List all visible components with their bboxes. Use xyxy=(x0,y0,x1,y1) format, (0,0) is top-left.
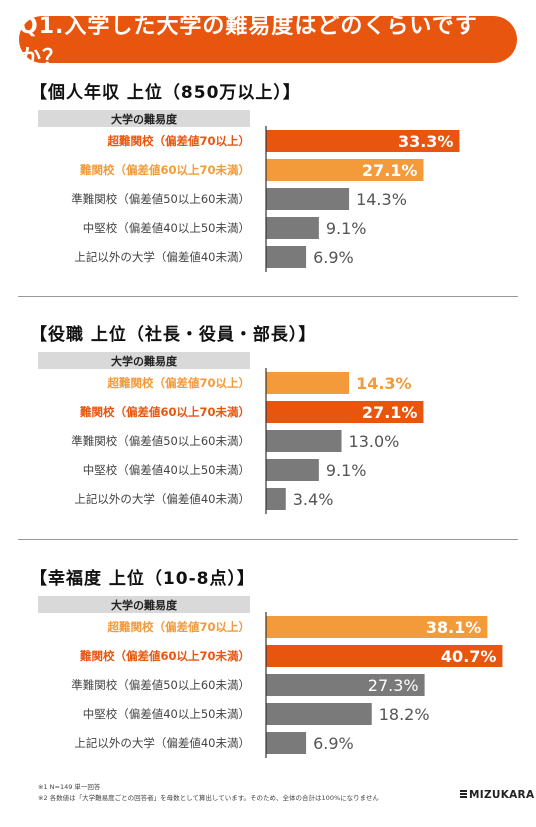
bar xyxy=(266,703,372,725)
value-label: 3.4% xyxy=(293,490,334,509)
category-label: 準難関校（偏差値50以上60未満） xyxy=(71,192,250,206)
section-divider xyxy=(18,296,518,297)
category-label: 上記以外の大学（偏差値40未満） xyxy=(74,492,250,506)
category-label: 超難関校（偏差値70以上） xyxy=(106,134,250,148)
category-header: 大学の難易度 xyxy=(38,596,250,613)
category-label: 上記以外の大学（偏差値40未満） xyxy=(74,736,250,750)
value-label: 27.1% xyxy=(362,161,418,180)
brand-logo: MIZUKARA xyxy=(460,789,534,801)
value-label: 40.7% xyxy=(441,647,497,666)
value-label: 27.1% xyxy=(362,403,418,422)
footnotes: ※1 N=149 単一回答 ※2 各数値は「大学難易度ごとの回答者」を母数として… xyxy=(38,782,379,804)
category-label: 難関校（偏差値60以上70未満） xyxy=(80,405,250,419)
category-label: 中堅校（偏差値40以上50未満） xyxy=(83,707,250,721)
bar xyxy=(266,159,424,181)
bar xyxy=(266,372,350,394)
value-label: 6.9% xyxy=(313,248,354,267)
value-label: 33.3% xyxy=(398,132,454,151)
category-label: 超難関校（偏差値70以上） xyxy=(106,376,250,390)
chart-title: 【幸福度 上位（10-8点）】 xyxy=(30,569,255,589)
value-label: 9.1% xyxy=(326,219,367,238)
bar xyxy=(266,188,350,210)
value-label: 6.9% xyxy=(313,734,354,753)
value-label: 27.3% xyxy=(368,676,419,695)
category-label: 難関校（偏差値60以上70未満） xyxy=(80,649,250,663)
logo-text: MIZUKARA xyxy=(469,789,535,801)
bar xyxy=(266,616,488,638)
chart-title: 【個人年収 上位（850万以上）】 xyxy=(30,83,301,103)
category-header: 大学の難易度 xyxy=(38,110,250,127)
chart-title: 【役職 上位（社長・役員・部長）】 xyxy=(30,325,317,345)
value-label: 13.0% xyxy=(349,432,400,451)
value-label: 18.2% xyxy=(379,705,430,724)
bar xyxy=(266,401,424,423)
footnote-1: ※1 N=149 単一回答 xyxy=(38,783,101,791)
bar xyxy=(266,430,342,452)
bar-chart-happiness: 超難関校（偏差値70以上） 38.1% 難関校（偏差値60以上70未満） 40.7% 準… xyxy=(71,612,503,758)
value-label: 9.1% xyxy=(326,461,367,480)
page-title: Q1.入学した大学の難易度はどのくらいですか？ xyxy=(19,14,517,71)
bar xyxy=(266,246,307,268)
category-label: 中堅校（偏差値40以上50未満） xyxy=(83,221,250,235)
bar-chart-position: 超難関校（偏差値70以上） 14.3% 難関校（偏差値60以上70未満） 27.1% 準… xyxy=(71,368,424,514)
value-label: 14.3% xyxy=(356,374,412,393)
category-label: 上記以外の大学（偏差値40未満） xyxy=(74,250,250,264)
bar xyxy=(266,130,460,152)
category-label: 準難関校（偏差値50以上60未満） xyxy=(71,678,250,692)
value-label: 14.3% xyxy=(356,190,407,209)
bar xyxy=(266,645,503,667)
bar xyxy=(266,732,307,754)
logo-icon xyxy=(460,789,467,801)
value-label: 38.1% xyxy=(426,618,482,637)
section-divider xyxy=(18,539,518,540)
bar xyxy=(266,217,319,239)
footnote-2: ※2 各数値は「大学難易度ごとの回答者」を母数として算出しています。そのため、全… xyxy=(38,794,379,802)
category-label: 中堅校（偏差値40以上50未満） xyxy=(83,463,250,477)
category-label: 準難関校（偏差値50以上60未満） xyxy=(71,434,250,448)
bar xyxy=(266,459,319,481)
bar xyxy=(266,488,286,510)
category-header: 大学の難易度 xyxy=(38,352,250,369)
category-label: 超難関校（偏差値70以上） xyxy=(106,620,250,634)
category-label: 難関校（偏差値60以上70未満） xyxy=(80,163,250,177)
bar-chart-income: 超難関校（偏差値70以上） 33.3% 難関校（偏差値60以上70未満） 27.1% 準… xyxy=(71,126,460,272)
bar xyxy=(266,674,425,696)
